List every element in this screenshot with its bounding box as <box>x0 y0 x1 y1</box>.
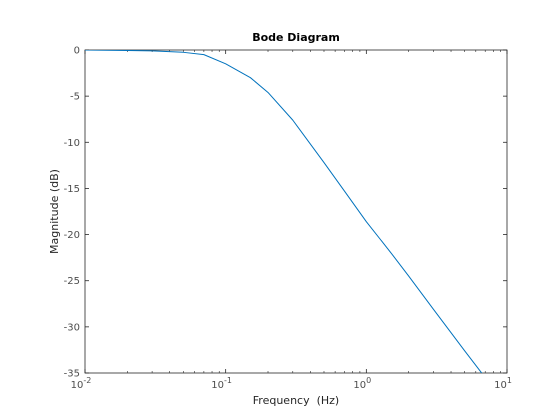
x-tick-exponent: -2 <box>83 376 91 385</box>
y-tick-labels: 0 -5 -10 -15 -20 -25 -30 -35 <box>64 46 80 380</box>
x-tick-exponent: 1 <box>507 376 512 385</box>
x-tick-label: 10-1 <box>211 376 232 391</box>
x-tick-label: 100 <box>353 376 371 391</box>
y-axis-label: Magnitude (dB) <box>48 169 61 254</box>
magnitude-series-line <box>85 50 483 373</box>
y-tick-label: -35 <box>64 369 80 380</box>
x-axis-label: Frequency (Hz) <box>253 394 339 407</box>
y-tick-label: -25 <box>64 276 80 287</box>
minor-ticks <box>127 50 501 373</box>
x-tick-base: 10 <box>353 380 366 391</box>
x-tick-base: 10 <box>71 380 84 391</box>
x-tick-base: 10 <box>211 380 224 391</box>
y-tick-label: -20 <box>64 230 80 241</box>
x-tick-exponent: 0 <box>366 376 371 385</box>
y-tick-label: -30 <box>64 322 80 333</box>
x-tick-base: 10 <box>494 380 507 391</box>
chart-title: Bode Diagram <box>252 31 340 44</box>
y-tick-label: -15 <box>64 184 80 195</box>
y-tick-label: -10 <box>64 138 80 149</box>
y-tick-label: -5 <box>70 92 80 103</box>
axes-box <box>84 49 508 374</box>
x-tick-labels: 10-2 10-1 100 101 <box>71 376 512 391</box>
x-tick-label: 10-2 <box>71 376 92 391</box>
y-tick-label: 0 <box>74 46 80 57</box>
x-tick-label: 101 <box>494 376 512 391</box>
series-group <box>85 50 483 373</box>
x-tick-exponent: -1 <box>224 376 232 385</box>
